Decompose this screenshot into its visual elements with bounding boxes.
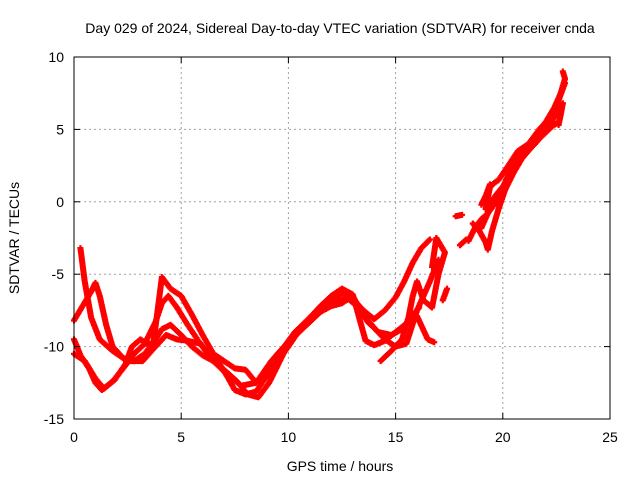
series-track-f	[439, 285, 451, 304]
x-tick-label: 10	[281, 429, 297, 445]
series-track-d	[71, 256, 442, 392]
x-tick-label: 0	[70, 429, 78, 445]
x-tick-label: 15	[388, 429, 404, 445]
series-track-n	[478, 181, 493, 208]
y-tick-label: -15	[44, 411, 64, 427]
x-tick-label: 5	[177, 429, 185, 445]
series-track-m	[555, 100, 566, 129]
data-point-markers	[377, 235, 448, 365]
x-axis-label: GPS time / hours	[287, 458, 394, 474]
y-tick-label: 0	[56, 194, 64, 210]
data-series	[71, 68, 568, 401]
plot-frame	[73, 56, 611, 420]
x-tick-label: 25	[602, 429, 618, 445]
series-track-k	[478, 100, 566, 231]
series-track-e	[377, 235, 448, 365]
y-axis-label: SDTVAR / TECUs	[6, 182, 22, 294]
y-tick-label: 10	[48, 49, 64, 65]
series-track-g	[452, 211, 466, 220]
data-point-markers	[478, 181, 493, 208]
data-point-markers	[439, 285, 451, 304]
data-point-markers	[452, 211, 466, 220]
data-point-markers	[478, 100, 566, 231]
axis-tick-labels: 0 5 10 15 20 25 -15 -10 -5 0 5 10	[44, 49, 618, 445]
data-point-markers	[469, 119, 562, 253]
axis-ticks	[73, 56, 611, 420]
data-point-markers	[555, 100, 566, 129]
y-tick-label: -5	[52, 266, 65, 282]
grid-lines	[74, 57, 610, 419]
series-track-j	[469, 119, 562, 253]
chart-title: Day 029 of 2024, Sidereal Day-to-day VTE…	[85, 20, 595, 36]
data-point-markers	[71, 256, 442, 392]
y-tick-label: -10	[44, 339, 64, 355]
y-tick-label: 5	[56, 121, 64, 137]
x-tick-label: 20	[495, 429, 511, 445]
